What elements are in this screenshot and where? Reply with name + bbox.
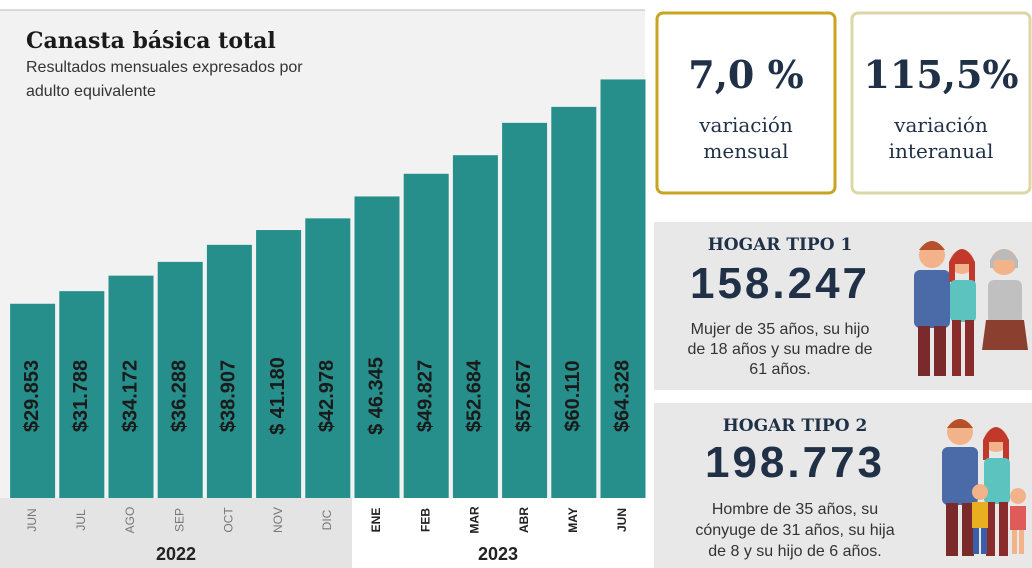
x-tick-label: JUN xyxy=(25,508,39,531)
household-description: de 8 y su hijo de 6 años. xyxy=(708,543,881,560)
value-label: $36.288 xyxy=(168,360,190,432)
value-label: $31.788 xyxy=(70,360,92,432)
household-description: cónyuge de 31 años, su hija xyxy=(695,522,894,539)
household-title: HOGAR TIPO 2 xyxy=(723,416,868,436)
card xyxy=(852,13,1030,193)
value-label: $34.172 xyxy=(119,360,141,432)
x-tick-label: JUL xyxy=(74,509,88,531)
card-value: 7,0 % xyxy=(688,52,803,97)
chart-subtitle: adulto equivalente xyxy=(26,83,156,100)
bar xyxy=(404,174,449,498)
year-label: 2023 xyxy=(478,544,518,564)
value-label: $29.853 xyxy=(21,360,43,432)
value-label: $49.827 xyxy=(414,360,436,432)
bar xyxy=(601,79,646,498)
x-tick-label: DIC xyxy=(320,509,334,530)
chart-title: Canasta básica total xyxy=(26,28,276,54)
card-value: 115,5% xyxy=(863,52,1018,97)
x-tick-label: AGO xyxy=(123,507,137,534)
card xyxy=(657,13,835,193)
x-tick-label: ABR xyxy=(517,507,531,533)
x-tick-label: NOV xyxy=(271,507,285,533)
bar xyxy=(502,123,547,498)
card-label: variación xyxy=(893,113,988,137)
x-tick-label: FEB xyxy=(418,508,432,532)
value-label: $64.328 xyxy=(611,360,633,432)
value-label: $52.684 xyxy=(464,359,486,432)
bar xyxy=(453,155,498,498)
value-label: $57.657 xyxy=(513,360,535,432)
card-label: interanual xyxy=(889,139,994,163)
x-tick-label: MAR xyxy=(468,506,482,534)
bar xyxy=(305,218,350,498)
x-tick-label: ENE xyxy=(369,508,383,533)
x-tick-label: JUN xyxy=(615,508,629,532)
value-label: $ 46.345 xyxy=(365,357,387,435)
x-tick-label: SEP xyxy=(172,508,186,532)
bar xyxy=(355,196,400,498)
x-tick-label: MAY xyxy=(566,507,580,533)
infographic: Canasta básica total Resultados mensuale… xyxy=(0,0,1032,568)
value-label: $60.110 xyxy=(562,360,584,431)
household-description: Hombre de 35 años, su xyxy=(712,501,878,518)
bar xyxy=(551,107,596,498)
household-value: 158.247 xyxy=(690,259,870,308)
household-title: HOGAR TIPO 1 xyxy=(708,235,853,255)
chart-subtitle: Resultados mensuales expresados por xyxy=(26,59,303,76)
card-label: mensual xyxy=(703,139,788,163)
household-description: 61 años. xyxy=(749,361,810,378)
year-label: 2022 xyxy=(156,544,196,564)
value-label: $42.978 xyxy=(316,360,338,432)
x-tick-label: OCT xyxy=(222,507,236,533)
value-label: $ 41.180 xyxy=(267,357,289,435)
card-label: variación xyxy=(698,113,793,137)
value-label: $38.907 xyxy=(218,360,240,432)
household-value: 198.773 xyxy=(705,438,885,487)
household-description: de 18 años y su madre de xyxy=(687,341,872,358)
household-description: Mujer de 35 años, su hijo xyxy=(691,321,870,338)
